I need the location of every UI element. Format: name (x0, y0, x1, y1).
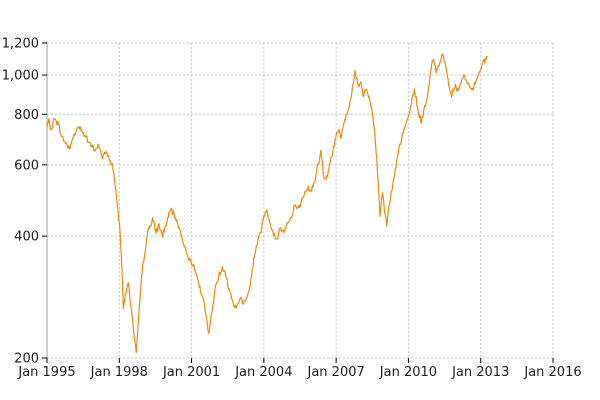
x-tick-label: Jan 2010 (379, 365, 437, 380)
x-tick-label: Jan 1998 (90, 365, 148, 380)
x-tick-label: Jan 2016 (523, 365, 581, 380)
y-tick-label: 400 (14, 230, 39, 245)
y-tick-label: 800 (14, 108, 39, 123)
x-tick-label: Jan 2013 (451, 365, 509, 380)
y-tick-label: 200 (14, 352, 39, 367)
y-tick-label: 600 (14, 158, 39, 173)
x-tick-label: Jan 2001 (162, 365, 220, 380)
y-tick-label: 1,200 (2, 37, 39, 52)
x-tick-label: Jan 2007 (307, 365, 365, 380)
y-tick-label: 1,000 (2, 69, 39, 84)
price-line-series (46, 53, 489, 354)
x-tick-label: Jan 2004 (234, 365, 292, 380)
x-tick-label: Jan 1995 (17, 365, 75, 380)
